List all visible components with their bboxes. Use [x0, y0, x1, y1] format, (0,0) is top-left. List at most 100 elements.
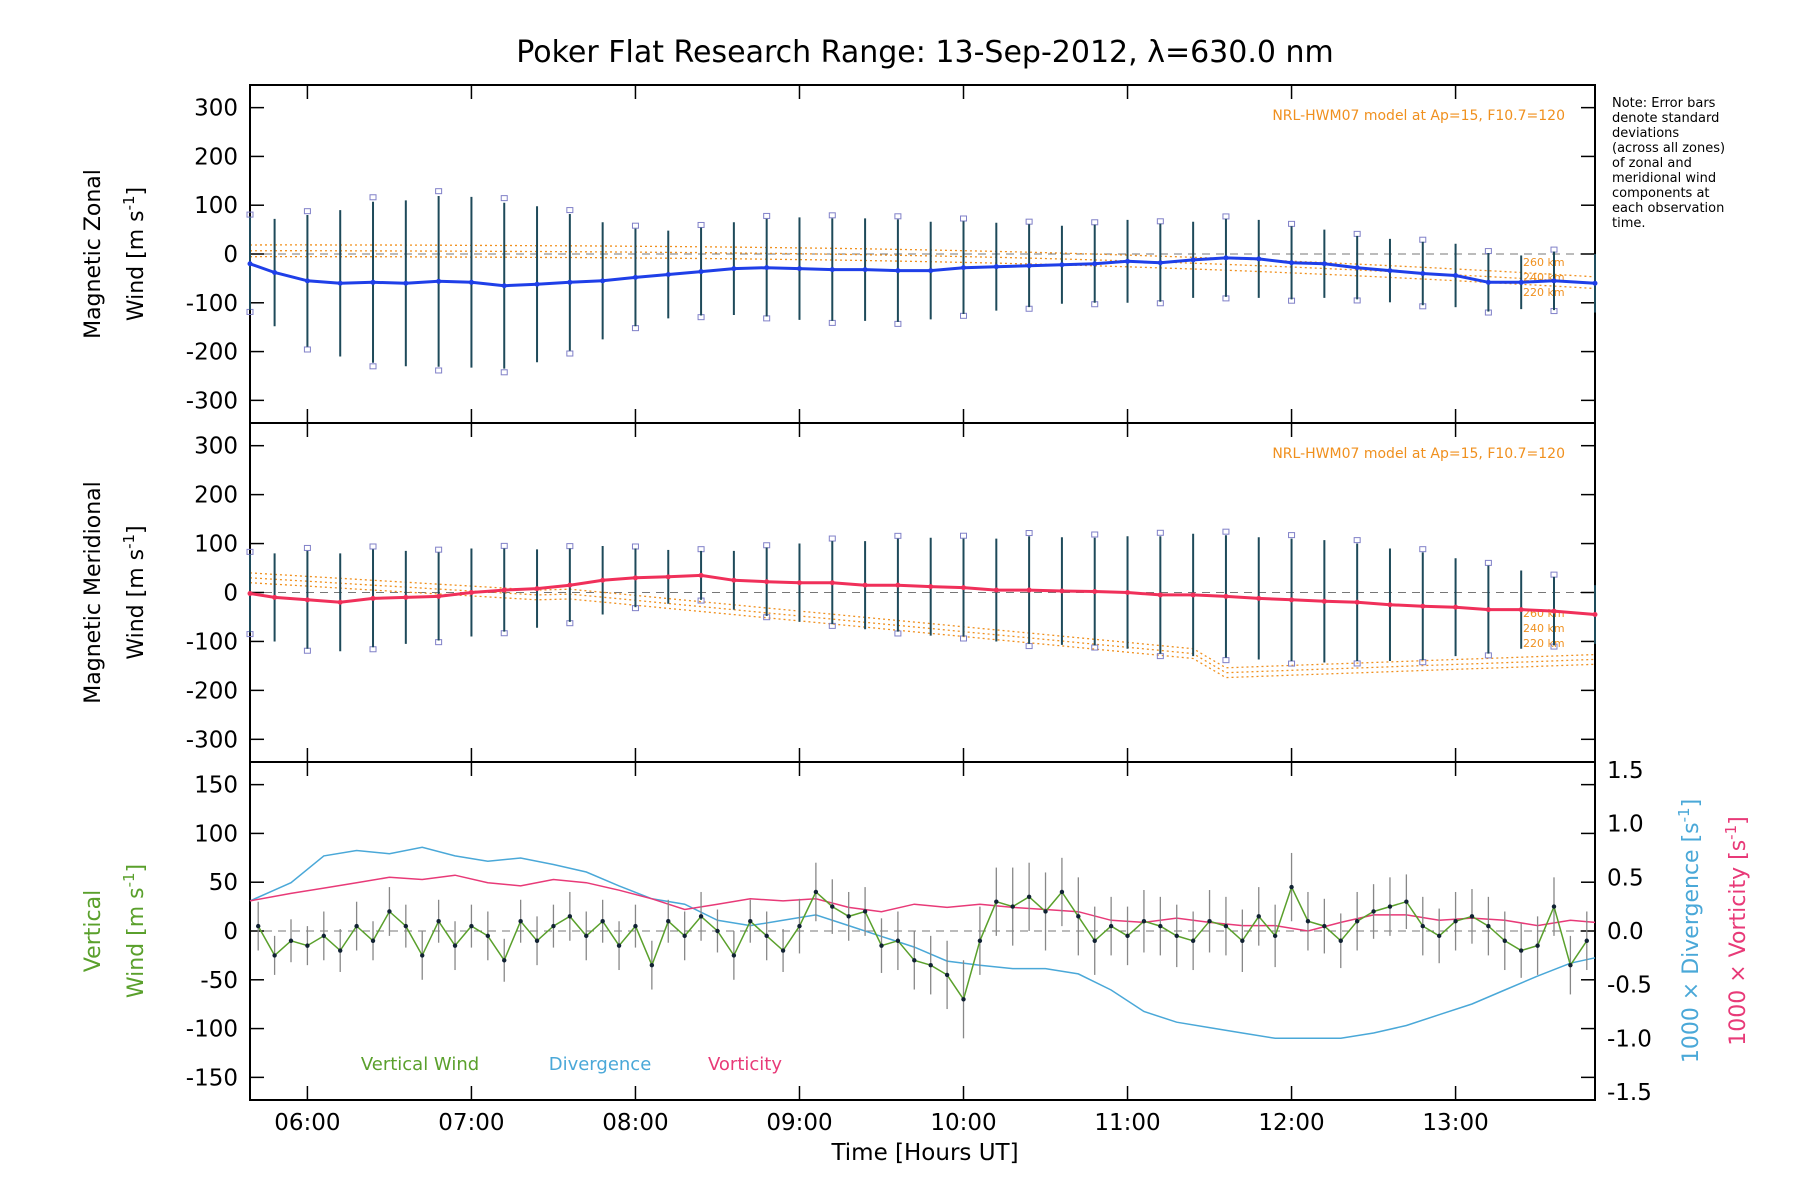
vorticity-axis-label: 1000 × Vorticity [s-1] — [1722, 816, 1751, 1045]
zonal-zone-point — [1288, 220, 1296, 227]
meridional-wind-point — [731, 577, 737, 583]
x-tick-label: 12:00 — [1258, 1110, 1324, 1136]
meridional-y-label-line1: Magnetic Meridional — [81, 481, 106, 703]
meridional-wind-point — [600, 577, 606, 583]
meridional-model-altitude-label: 240 km — [1523, 622, 1565, 635]
vertical-wind-point — [1322, 923, 1327, 929]
x-tick-label: 11:00 — [1094, 1110, 1160, 1136]
meridional-wind-point — [1223, 593, 1229, 599]
zonal-zone-point — [697, 221, 705, 228]
meridional-wind-point — [698, 572, 704, 578]
meridional-wind-point — [1059, 588, 1065, 594]
right-axis-tick-label: -0.5 — [1607, 973, 1652, 999]
vertical-wind-point — [961, 997, 966, 1002]
zonal-model-curve — [249, 244, 1596, 278]
meridional-zone-point — [763, 542, 771, 549]
zonal-wind-point — [1551, 278, 1557, 284]
vertical-wind-point — [288, 938, 294, 943]
zonal-zone-point — [566, 207, 574, 214]
zonal-wind-point — [993, 264, 999, 270]
zonal-zone-point — [1353, 230, 1361, 237]
meridional-zone-point — [1484, 559, 1492, 566]
meridional-zone-point — [435, 546, 443, 553]
right-axis-tick-label: 1.5 — [1607, 758, 1644, 784]
vertical-wind-point — [715, 928, 720, 934]
meridional-zone-point — [303, 647, 311, 654]
zonal-wind-point — [403, 280, 409, 286]
zonal-wind-point — [304, 278, 310, 284]
zonal-y-label-line1: Magnetic Zonal — [81, 169, 106, 339]
legend-entry-divergence: Divergence — [549, 1054, 652, 1075]
meridional-zone-point — [1156, 529, 1164, 536]
zonal-wind-point — [1289, 260, 1295, 266]
vertical-wind-point — [1469, 914, 1475, 919]
vertical-wind-point — [830, 904, 835, 909]
zonal-wind-point — [895, 268, 901, 274]
zonal-zone-point — [566, 350, 574, 357]
meridional-wind-point — [993, 587, 999, 593]
vertical-wind-point — [387, 909, 392, 914]
meridional-wind-point — [1125, 590, 1131, 595]
meridional-model-altitude-label: 220 km — [1523, 637, 1565, 650]
vertical-wind-point — [1240, 938, 1245, 943]
zonal-wind-point — [862, 267, 868, 273]
vertical-wind-point — [862, 909, 868, 914]
zonal-y-tick-label: 200 — [194, 144, 238, 170]
vertical-wind-point — [1272, 933, 1278, 939]
zonal-wind-point — [764, 265, 770, 271]
vertical-wind-point — [551, 923, 556, 929]
meridional-y-tick-label: -200 — [186, 678, 238, 704]
vertical-y-tick-label: -150 — [186, 1065, 238, 1091]
zonal-wind-point — [1485, 279, 1491, 285]
meridional-wind-point — [1321, 598, 1327, 604]
vertical-wind-point — [452, 943, 458, 948]
vertical-wind-point — [1518, 948, 1524, 953]
meridional-wind-point — [1354, 599, 1360, 605]
x-tick-label: 10:00 — [930, 1110, 996, 1136]
meridional-wind-point — [1157, 592, 1163, 598]
vertical-wind-point — [994, 899, 999, 904]
vertical-wind-point — [944, 972, 950, 978]
zonal-zone-point — [960, 312, 968, 319]
vertical-wind-point — [616, 943, 622, 948]
vertical-wind-point — [1010, 904, 1015, 909]
meridional-y-tick-label: 200 — [194, 483, 238, 509]
zonal-wind-point — [1387, 268, 1393, 274]
meridional-wind-point — [895, 582, 901, 588]
zonal-wind-point — [501, 283, 507, 289]
error-bar-note: Note: Error bars denote standard deviati… — [1612, 96, 1726, 231]
meridional-model-label: NRL-HWM07 model at Ap=15, F10.7=120 — [1272, 446, 1565, 462]
zonal-wind-point — [665, 271, 671, 277]
meridional-y-label-line2: Wind [m s-1] — [120, 525, 149, 659]
zonal-y-tick-label: 300 — [194, 96, 238, 122]
vertical-wind-point — [1158, 923, 1163, 929]
vertical-wind-point — [370, 938, 376, 943]
meridional-model-curve — [249, 577, 1596, 674]
meridional-wind-point — [567, 582, 573, 588]
meridional-wind-point — [928, 584, 934, 590]
vertical-wind-line — [257, 885, 1588, 1002]
zonal-y-tick-label: -200 — [186, 340, 238, 366]
zonal-wind-point — [1420, 271, 1426, 277]
zonal-zone-point — [369, 363, 377, 370]
divergence-axis-label-sup: -1 — [1675, 807, 1693, 822]
divergence-axis-label-close: ] — [1679, 799, 1704, 808]
zonal-y-tick-label: -300 — [186, 388, 238, 414]
vertical-wind-point — [977, 938, 983, 943]
legend-entry-vorticity: Vorticity — [708, 1054, 782, 1075]
vertical-wind-point — [1026, 894, 1032, 900]
zonal-wind-point — [1190, 257, 1196, 263]
vertical-wind-point — [272, 953, 277, 958]
meridional-model-curve — [249, 582, 1596, 679]
zonal-zone-point — [763, 212, 771, 219]
vertical-wind-point — [321, 933, 327, 939]
vertical-wind-point — [1404, 899, 1409, 904]
vertical-wind-point — [1420, 923, 1425, 929]
meridional-zone-point — [1025, 530, 1033, 537]
zonal-zone-point — [500, 195, 508, 202]
meridional-wind-point — [1453, 604, 1459, 610]
meridional-wind-point — [403, 594, 409, 600]
zonal-model-label: NRL-HWM07 model at Ap=15, F10.7=120 — [1272, 108, 1565, 124]
right-axis-tick-label: 1.0 — [1607, 812, 1644, 838]
